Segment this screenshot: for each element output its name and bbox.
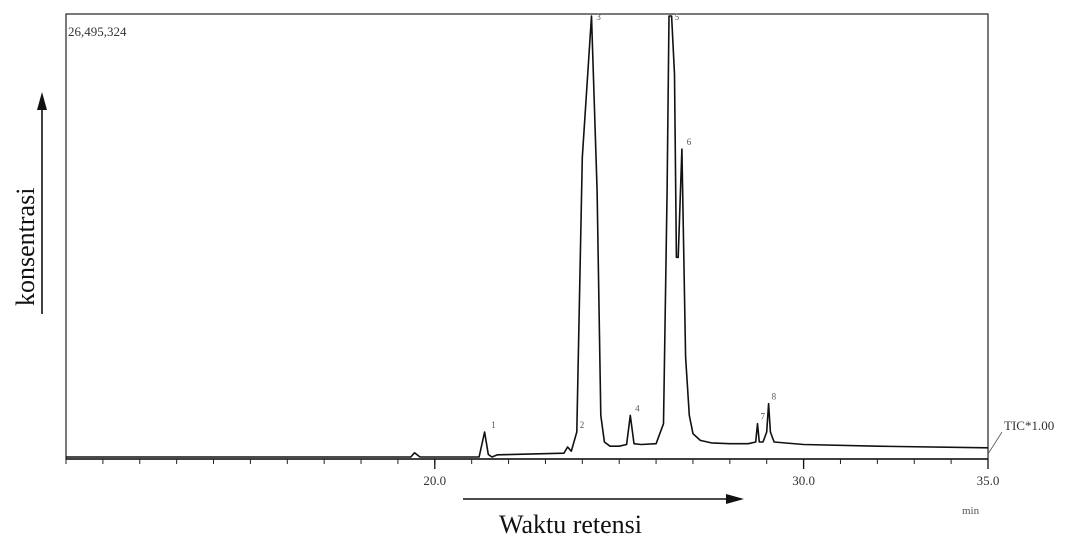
peak-label: 1 <box>491 420 496 430</box>
x-tick-label: 30.0 <box>792 473 815 488</box>
peak-labels: 1 2 3 4 5 6 78 <box>491 12 776 430</box>
trace-label: TIC*1.00 <box>1004 418 1054 433</box>
peak-label: 4 <box>635 403 640 413</box>
peak-label: 5 <box>675 12 680 22</box>
y-max-label: 26,495,324 <box>68 24 127 39</box>
x-axis-arrowhead <box>726 494 744 504</box>
y-axis-title: konsentrasi <box>11 188 40 306</box>
peak-label: 8 <box>772 392 777 402</box>
peak-label: 2 <box>580 420 585 430</box>
x-tick-label: 20.0 <box>423 473 446 488</box>
peak-label: 7 <box>761 412 766 422</box>
peak-label: 6 <box>687 137 692 147</box>
x-major-ticks <box>434 459 989 469</box>
trace-group <box>66 15 989 458</box>
x-axis-title: Waktu retensi <box>499 510 642 537</box>
x-unit-label: min <box>962 505 980 517</box>
tic-trace-line <box>66 15 989 458</box>
peak-label: 3 <box>596 12 601 22</box>
x-tick-labels: 20.0 30.0 35.0 <box>423 473 999 488</box>
trace-label-leader <box>987 431 1003 455</box>
y-axis-arrowhead <box>37 92 47 110</box>
x-tick-label: 35.0 <box>977 473 1000 488</box>
plot-frame <box>65 13 989 460</box>
